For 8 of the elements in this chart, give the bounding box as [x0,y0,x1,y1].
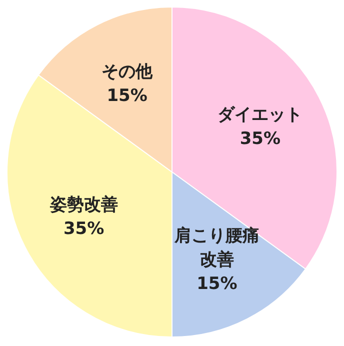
slice-label: その他 [102,62,154,82]
data-label: 35% [240,129,281,150]
data-label: 35% [63,218,104,239]
slice-label: 肩こり腰痛改善 [173,226,260,270]
slice-label: ダイエット [218,105,303,126]
data-label: 15% [106,86,148,106]
data-label: 15% [196,274,238,294]
slice-label: 姿勢改善 [48,194,118,215]
